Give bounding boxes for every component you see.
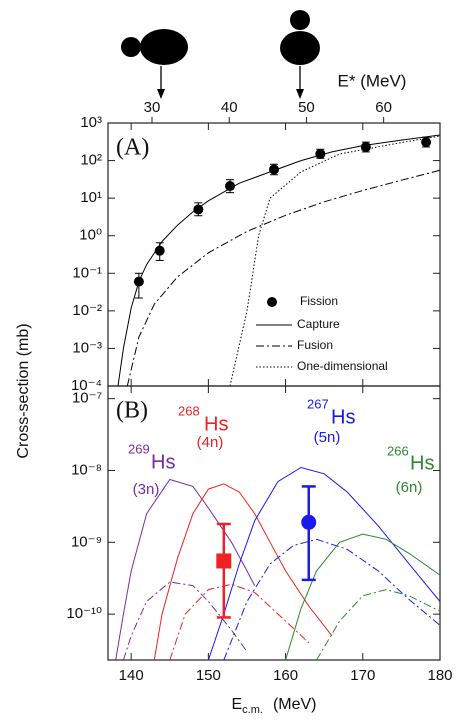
top-tick-label: 40 [221, 99, 238, 116]
data-point [133, 276, 144, 287]
y-tick-label: 10² [80, 152, 102, 169]
nucleus [290, 10, 310, 30]
curve [285, 533, 440, 660]
data-point [421, 137, 432, 148]
x-tick-label: 160 [273, 667, 298, 684]
nucleus [121, 37, 141, 57]
x-tick-label: 180 [427, 667, 452, 684]
plot-frame [107, 385, 441, 661]
y-axis-label: Cross-section (mb) [15, 323, 32, 458]
data-point [360, 141, 371, 152]
isotope-mass: 267 [307, 396, 329, 411]
arrow-head [157, 89, 165, 99]
data-point [216, 553, 232, 569]
curve [229, 135, 440, 386]
legend-label: Fusion [297, 338, 333, 352]
legend-label: Fission [300, 294, 338, 308]
y-tick-label: 10⁻⁴ [71, 377, 102, 394]
decay-channel: (6n) [396, 479, 423, 496]
curve [117, 134, 440, 386]
isotope-mass: 266 [387, 443, 409, 458]
legend-label: One-dimensional [297, 359, 388, 373]
top-tick-label: 30 [144, 99, 161, 116]
panel-label: (A) [116, 135, 149, 161]
isotope-symbol: Hs [331, 406, 355, 428]
top-tick-label: 60 [375, 99, 392, 116]
curve [115, 478, 256, 660]
y-tick-label: 10⁰ [79, 227, 102, 244]
nucleus [280, 31, 320, 65]
y-tick-label: 10⁻¹ [72, 264, 102, 281]
top-tick-label: 50 [298, 99, 315, 116]
isotope-symbol: Hs [204, 413, 228, 435]
isotope-symbol: Hs [410, 452, 434, 474]
x-tick-label: 150 [196, 667, 221, 684]
x-label-sub: c.m. [242, 704, 263, 716]
curve [169, 583, 310, 660]
x-axis-label: Ec.m. (MeV) [231, 696, 316, 716]
nucleus [140, 29, 188, 65]
decay-channel: (3n) [133, 481, 160, 498]
data-point [154, 245, 165, 256]
curve [316, 589, 440, 660]
curve [223, 538, 440, 660]
data-point [315, 148, 326, 159]
y-tick-label: 10¹ [80, 189, 102, 206]
plot-area [117, 134, 440, 386]
curve [207, 466, 440, 660]
y-tick-label: 10⁻² [72, 302, 102, 319]
isotope-symbol: Hs [151, 451, 175, 473]
legend-marker [267, 297, 277, 307]
curve [153, 483, 333, 660]
panel-label: (B) [116, 398, 148, 424]
legend-label: Capture [297, 317, 340, 331]
y-tick-label: 10⁻⁸ [71, 461, 102, 478]
decay-channel: (5n) [314, 429, 341, 446]
x-label-main: E [231, 696, 242, 713]
data-point [193, 204, 204, 215]
x-tick-label: 170 [350, 667, 375, 684]
y-tick-label: 10⁻⁷ [72, 390, 102, 407]
decay-channel: (4n) [197, 434, 224, 451]
y-tick-label: 10³ [80, 114, 102, 131]
data-point [224, 181, 235, 192]
y-tick-label: 10⁻³ [72, 339, 102, 356]
data-point [301, 514, 317, 530]
data-point [269, 164, 279, 175]
curve [126, 169, 440, 386]
arrow-head [296, 89, 304, 99]
plot-area [115, 466, 440, 660]
top-axis-label: E* (MeV) [338, 71, 407, 90]
isotope-mass: 269 [128, 441, 150, 456]
isotope-mass: 268 [178, 403, 200, 418]
x-tick-label: 140 [119, 667, 144, 684]
y-tick-label: 10⁻¹⁰ [66, 605, 102, 622]
y-tick-label: 10⁻⁹ [71, 533, 102, 550]
x-label-unit: (MeV) [273, 696, 317, 713]
nuclei-icons [121, 10, 320, 99]
